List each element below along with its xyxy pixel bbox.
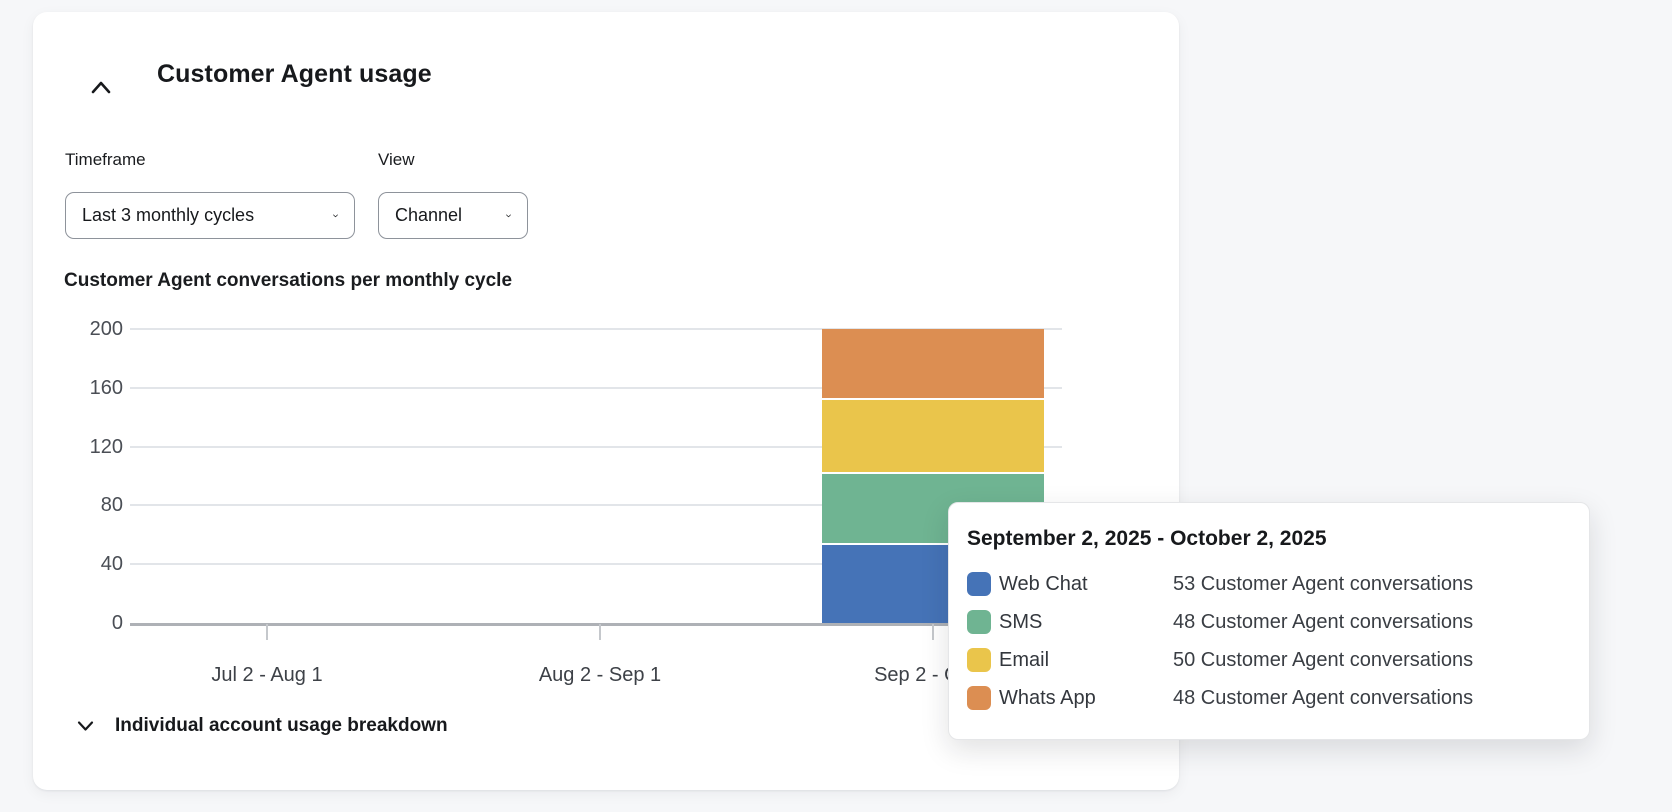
tooltip-channel-label: SMS — [999, 610, 1043, 633]
timeframe-label: Timeframe — [65, 150, 146, 169]
timeframe-select[interactable]: Last 3 monthly cycles — [65, 192, 355, 239]
tooltip-channel-value: 53 Customer Agent conversations — [1173, 572, 1474, 595]
tooltip-channel-value: 48 Customer Agent conversations — [1173, 610, 1474, 633]
legend-swatch-icon — [967, 686, 991, 710]
tooltip-title: September 2, 2025 - October 2, 2025 — [967, 527, 1327, 550]
x-axis-tick-label: Aug 2 - Sep 1 — [538, 664, 662, 686]
x-axis-tick — [266, 624, 268, 640]
tooltip-row: SMS 48 Customer Agent conversations — [967, 603, 1563, 641]
expand-breakdown-button[interactable] — [73, 714, 97, 738]
bar-segment-email[interactable] — [822, 400, 1044, 474]
tooltip-channel-value: 48 Customer Agent conversations — [1173, 686, 1474, 709]
y-axis-tick-label: 160 — [89, 377, 123, 399]
tooltip-channel-value: 50 Customer Agent conversations — [1173, 648, 1474, 671]
legend-swatch-icon — [967, 572, 991, 596]
y-axis-tick-label: 0 — [111, 612, 123, 634]
tooltip-row: Web Chat 53 Customer Agent conversations — [967, 565, 1563, 603]
x-axis-line — [130, 623, 1062, 626]
view-select-value: Channel — [395, 205, 463, 225]
tooltip-channel-label: Email — [999, 648, 1050, 671]
view-select[interactable]: Channel — [378, 192, 528, 239]
legend-swatch-icon — [967, 648, 991, 672]
y-axis-tick-label: 80 — [100, 494, 123, 516]
tooltip-row: Whats App 48 Customer Agent conversations — [967, 679, 1563, 717]
chevron-down-icon — [506, 214, 511, 217]
chevron-up-icon — [91, 81, 111, 94]
y-axis-tick-label: 40 — [100, 553, 123, 575]
breakdown-label[interactable]: Individual account usage breakdown — [115, 715, 448, 736]
view-label: View — [378, 150, 415, 169]
legend-swatch-icon — [967, 610, 991, 634]
chart-title: Customer Agent conversations per monthly… — [64, 270, 513, 291]
x-axis-tick-label: Jul 2 - Aug 1 — [211, 664, 323, 686]
timeframe-select-value: Last 3 monthly cycles — [82, 205, 255, 225]
tooltip-row: Email 50 Customer Agent conversations — [967, 641, 1563, 679]
y-axis-tick-label: 120 — [89, 436, 123, 458]
bar-segment-whats-app[interactable] — [822, 329, 1044, 400]
x-axis-tick — [932, 624, 934, 640]
tooltip-channel-label: Whats App — [999, 686, 1096, 709]
chart-tooltip: September 2, 2025 - October 2, 2025 Web … — [948, 502, 1590, 740]
collapse-section-button[interactable] — [83, 70, 119, 106]
y-axis-tick-label: 200 — [89, 318, 123, 340]
chevron-down-icon — [333, 214, 338, 217]
chevron-down-icon — [77, 721, 93, 731]
tooltip-rows: Web Chat 53 Customer Agent conversations S… — [967, 565, 1563, 717]
x-axis-tick — [599, 624, 601, 640]
page-title: Customer Agent usage — [157, 60, 432, 88]
breakdown-section: Individual account usage breakdown — [73, 714, 448, 738]
tooltip-channel-label: Web Chat — [999, 572, 1088, 595]
